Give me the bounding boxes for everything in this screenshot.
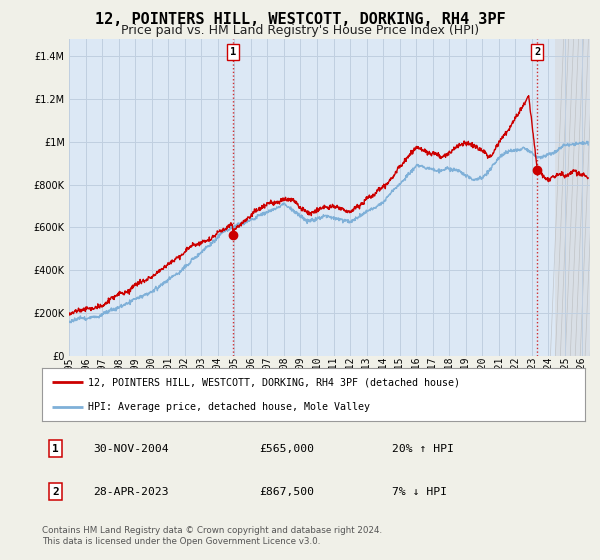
Text: Contains HM Land Registry data © Crown copyright and database right 2024.
This d: Contains HM Land Registry data © Crown c… — [42, 526, 382, 546]
Text: 28-APR-2023: 28-APR-2023 — [94, 487, 169, 497]
Bar — [556, 39, 590, 356]
Bar — [556, 39, 590, 356]
Text: 1: 1 — [230, 47, 236, 57]
Text: HPI: Average price, detached house, Mole Valley: HPI: Average price, detached house, Mole… — [88, 402, 370, 412]
Text: 2: 2 — [52, 487, 59, 497]
Text: £565,000: £565,000 — [259, 444, 314, 454]
Text: 1: 1 — [52, 444, 59, 454]
Text: Price paid vs. HM Land Registry's House Price Index (HPI): Price paid vs. HM Land Registry's House … — [121, 24, 479, 38]
Text: 2: 2 — [534, 47, 541, 57]
Text: 30-NOV-2004: 30-NOV-2004 — [94, 444, 169, 454]
Text: 12, POINTERS HILL, WESTCOTT, DORKING, RH4 3PF (detached house): 12, POINTERS HILL, WESTCOTT, DORKING, RH… — [88, 377, 460, 388]
Text: 12, POINTERS HILL, WESTCOTT, DORKING, RH4 3PF: 12, POINTERS HILL, WESTCOTT, DORKING, RH… — [95, 12, 505, 27]
Text: 20% ↑ HPI: 20% ↑ HPI — [392, 444, 454, 454]
Text: 7% ↓ HPI: 7% ↓ HPI — [392, 487, 447, 497]
Text: £867,500: £867,500 — [259, 487, 314, 497]
